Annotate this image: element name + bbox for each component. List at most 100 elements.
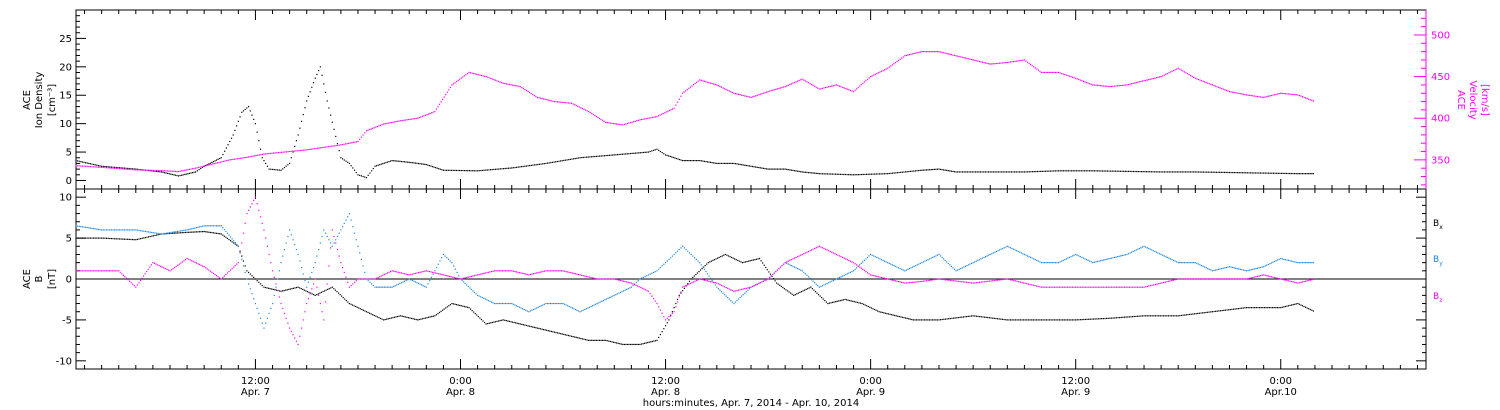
data-point bbox=[645, 342, 647, 344]
data-point bbox=[719, 289, 721, 291]
data-point bbox=[425, 163, 427, 166]
data-point bbox=[860, 84, 862, 86]
data-point bbox=[1186, 262, 1189, 264]
data-point bbox=[88, 227, 90, 229]
data-point bbox=[673, 311, 675, 313]
data-point bbox=[862, 261, 864, 263]
data-point bbox=[442, 169, 445, 171]
data-point bbox=[1289, 280, 1291, 282]
data-point bbox=[1005, 246, 1007, 248]
data-point bbox=[1180, 69, 1182, 71]
data-point bbox=[163, 170, 166, 172]
data-point bbox=[200, 231, 202, 233]
data-point bbox=[219, 277, 221, 279]
data-point bbox=[1200, 265, 1203, 267]
data-point bbox=[1064, 170, 1066, 172]
data-point bbox=[105, 270, 107, 272]
data-point bbox=[1295, 261, 1297, 263]
data-point bbox=[1197, 263, 1200, 265]
data-point bbox=[831, 85, 833, 87]
data-point bbox=[1122, 316, 1124, 318]
data-point bbox=[1234, 308, 1236, 310]
data-point bbox=[75, 159, 77, 162]
data-point bbox=[1003, 278, 1005, 280]
data-point bbox=[1109, 257, 1111, 260]
data-point bbox=[278, 290, 281, 292]
data-point bbox=[148, 231, 150, 233]
data-point bbox=[347, 216, 349, 218]
data-point bbox=[99, 166, 101, 168]
data-point bbox=[656, 115, 658, 118]
data-point bbox=[630, 286, 632, 288]
data-point bbox=[1011, 319, 1013, 321]
data-point bbox=[578, 106, 580, 108]
data-point bbox=[1157, 252, 1159, 254]
data-point bbox=[360, 258, 362, 260]
data-point bbox=[699, 262, 701, 264]
data-point bbox=[957, 55, 959, 57]
data-point bbox=[422, 285, 424, 287]
data-point bbox=[731, 289, 733, 292]
data-point bbox=[313, 148, 316, 150]
data-point bbox=[449, 304, 451, 306]
data-point bbox=[980, 281, 982, 283]
data-point bbox=[713, 281, 715, 283]
data-point bbox=[751, 285, 754, 288]
data-point bbox=[292, 287, 295, 289]
data-point bbox=[136, 229, 139, 231]
data-point bbox=[955, 171, 957, 173]
data-point bbox=[576, 309, 578, 311]
data-point bbox=[229, 236, 232, 238]
data-point bbox=[652, 271, 655, 274]
data-point bbox=[1276, 307, 1279, 309]
data-point bbox=[866, 256, 869, 259]
data-point bbox=[1112, 317, 1114, 319]
data-point bbox=[603, 120, 605, 123]
data-point bbox=[1269, 275, 1271, 277]
data-point bbox=[1057, 319, 1059, 321]
data-point bbox=[887, 262, 889, 264]
data-point bbox=[756, 94, 758, 96]
data-point bbox=[1110, 85, 1113, 88]
data-point bbox=[730, 91, 732, 93]
data-point bbox=[1157, 76, 1159, 78]
data-point bbox=[1305, 262, 1307, 264]
data-point bbox=[478, 170, 480, 172]
data-point bbox=[1240, 172, 1242, 174]
data-point bbox=[831, 301, 834, 304]
data-point bbox=[1280, 172, 1283, 174]
data-point bbox=[629, 282, 631, 284]
data-point bbox=[1022, 171, 1024, 173]
data-point bbox=[1273, 276, 1276, 279]
data-point bbox=[247, 106, 250, 108]
data-point bbox=[835, 278, 838, 280]
data-point bbox=[350, 303, 352, 305]
data-point bbox=[173, 170, 175, 172]
data-point bbox=[784, 168, 786, 170]
data-point bbox=[671, 311, 673, 313]
data-point bbox=[340, 262, 342, 264]
data-point bbox=[102, 270, 104, 272]
data-point bbox=[708, 280, 710, 282]
data-point bbox=[823, 87, 825, 89]
data-point bbox=[1145, 171, 1148, 173]
data-point bbox=[1213, 310, 1215, 313]
data-point bbox=[1247, 94, 1249, 96]
data-point bbox=[1044, 286, 1046, 288]
data-point bbox=[341, 266, 344, 269]
data-point bbox=[732, 257, 734, 259]
data-point bbox=[1000, 62, 1002, 64]
data-point bbox=[711, 281, 713, 283]
data-point bbox=[1215, 278, 1217, 280]
data-point bbox=[380, 275, 382, 277]
data-point bbox=[360, 175, 362, 177]
data-point bbox=[490, 301, 493, 303]
data-point bbox=[476, 314, 478, 316]
data-point bbox=[107, 270, 109, 272]
data-point bbox=[996, 318, 999, 320]
data-point bbox=[759, 167, 761, 169]
x-tick-label-date: Apr. 8 bbox=[651, 387, 680, 398]
data-point bbox=[944, 318, 947, 320]
data-point bbox=[1258, 267, 1260, 269]
data-point bbox=[109, 166, 111, 168]
